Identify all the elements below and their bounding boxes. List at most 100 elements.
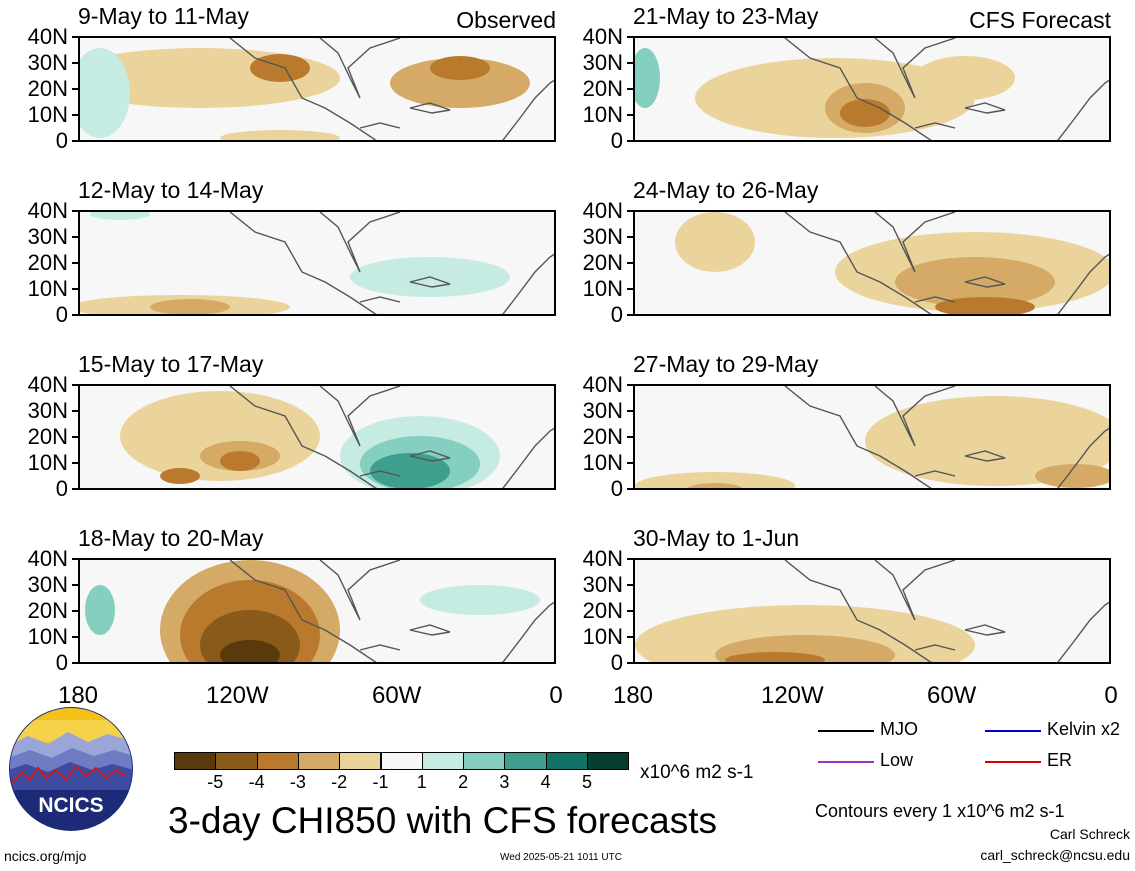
legend-label: Low (880, 750, 914, 770)
y-tick (72, 62, 78, 64)
colorbar-swatch (463, 752, 506, 770)
y-axis-label: 10N (27, 450, 68, 475)
map-panel (633, 36, 1111, 142)
anomaly-field (80, 212, 554, 314)
map-panel (78, 210, 556, 316)
colorbar-swatch (215, 752, 258, 770)
anomaly-field (635, 38, 1109, 140)
anomaly-blob (687, 483, 743, 488)
colorbar-swatch (339, 752, 382, 770)
y-tick (72, 584, 78, 586)
map-panel (78, 36, 556, 142)
y-tick (72, 662, 78, 664)
y-tick (627, 610, 633, 612)
anomaly-field (635, 560, 1109, 662)
source-url: ncics.org/mjo (4, 848, 87, 864)
y-axis-label: 20N (27, 250, 68, 275)
panel-title: 27-May to 29-May (633, 351, 819, 377)
y-tick (72, 288, 78, 290)
y-axis-label: 20N (582, 250, 623, 275)
y-tick (627, 410, 633, 412)
y-axis-label: 10N (27, 624, 68, 649)
map-panel (633, 384, 1111, 490)
anomaly-blob (420, 585, 540, 615)
y-tick (72, 114, 78, 116)
y-tick (72, 558, 78, 560)
coastlines (784, 212, 1109, 314)
y-axis-label: 30N (582, 224, 623, 249)
anomaly-blob (675, 212, 755, 272)
colorbar-swatch (256, 752, 299, 770)
y-axis-label: 20N (582, 424, 623, 449)
y-tick (72, 236, 78, 238)
author-email: carl_schreck@ncsu.edu (980, 847, 1130, 863)
panel-title: 30-May to 1-Jun (633, 525, 800, 551)
colorbar-label: -3 (289, 772, 306, 792)
anomaly-blob (160, 468, 200, 484)
anomaly-blob (250, 54, 310, 82)
panel-title: 24-May to 26-May (633, 177, 819, 203)
colorbar-label: 3 (499, 772, 510, 792)
y-tick (627, 436, 633, 438)
y-axis-label: 30N (582, 50, 623, 75)
legend-line (985, 761, 1041, 763)
coastlines (784, 560, 1109, 662)
colorbar-label: -1 (372, 772, 389, 792)
y-tick (627, 36, 633, 38)
panel-tag: CFS Forecast (969, 7, 1111, 33)
y-tick (72, 88, 78, 90)
anomaly-field (85, 560, 554, 662)
anomaly-blob (85, 585, 115, 635)
anomaly-blob (430, 56, 490, 80)
y-tick (627, 314, 633, 316)
y-tick (627, 62, 633, 64)
anomaly-blob (1035, 464, 1109, 488)
y-tick (627, 210, 633, 212)
y-tick (627, 236, 633, 238)
colorbar-swatch (421, 752, 465, 770)
x-axis-label: 60W (926, 682, 977, 709)
anomaly-blob (220, 640, 280, 662)
y-axis-label: 0 (55, 128, 68, 153)
colorbar-swatch (504, 752, 547, 770)
y-axis-label: 0 (55, 650, 68, 675)
y-tick (627, 558, 633, 560)
anomaly-blob (635, 605, 975, 662)
y-tick (627, 114, 633, 116)
anomaly-field (635, 386, 1109, 488)
anomaly-blob (635, 472, 795, 488)
y-tick (72, 636, 78, 638)
panel-title: 12-May to 14-May (78, 177, 264, 203)
anomaly-blob (935, 297, 1035, 314)
main-title: 3-day CHI850 with CFS forecasts (168, 800, 718, 841)
anomaly-field (80, 38, 554, 140)
y-axis-label: 0 (55, 476, 68, 501)
y-axis-label: 10N (582, 102, 623, 127)
y-tick (627, 288, 633, 290)
panel-tag: Observed (456, 7, 556, 33)
legend-label: MJO (880, 719, 918, 739)
panel-title: 15-May to 17-May (78, 351, 264, 377)
y-axis-label: 40N (582, 24, 623, 49)
anomaly-blob (840, 99, 890, 127)
author-name: Carl Schreck (1049, 826, 1130, 842)
y-tick (627, 140, 633, 142)
ncics-logo: NCICS (8, 706, 134, 832)
coastlines (229, 386, 554, 488)
panel-title: 18-May to 20-May (78, 525, 264, 551)
y-tick (627, 262, 633, 264)
y-tick (72, 462, 78, 464)
y-axis-label: 20N (27, 424, 68, 449)
timestamp: Wed 2025-05-21 1011 UTC (500, 852, 622, 863)
y-axis-label: 30N (27, 50, 68, 75)
y-tick (72, 436, 78, 438)
y-axis-label: 0 (610, 476, 623, 501)
y-tick (72, 262, 78, 264)
anomaly-blob (865, 396, 1109, 486)
y-axis-label: 40N (27, 372, 68, 397)
x-axis-label: 60W (371, 682, 422, 709)
anomaly-blob (150, 299, 230, 314)
anomaly-blob (90, 212, 150, 220)
y-tick (627, 88, 633, 90)
y-axis-label: 10N (27, 276, 68, 301)
